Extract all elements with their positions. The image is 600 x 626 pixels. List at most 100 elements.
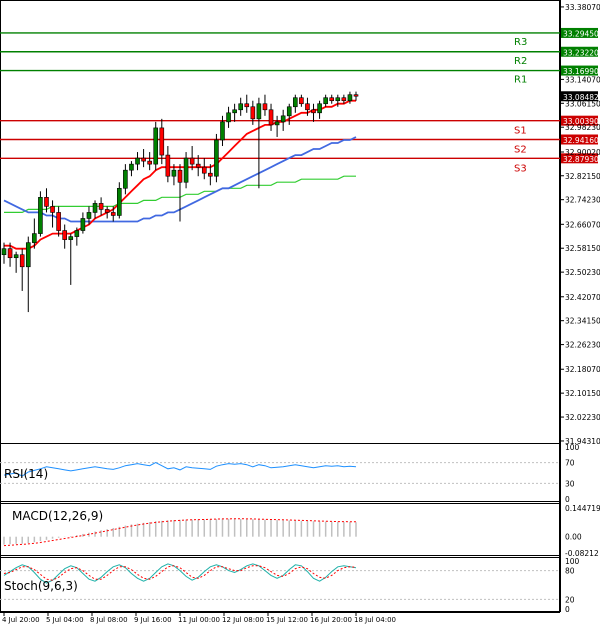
level-name-r3: R3 <box>514 37 527 48</box>
price-tick-label: 32.26230 <box>565 341 600 350</box>
candle <box>117 182 122 219</box>
candle-body <box>98 203 104 210</box>
macd-tick-label: 0.144719 <box>565 504 600 513</box>
candle-body <box>189 157 195 165</box>
candle <box>183 152 189 189</box>
level-value-r2: 33.23220 <box>563 48 599 57</box>
candles <box>1 91 359 313</box>
candle <box>177 164 183 222</box>
candle-body <box>104 209 110 213</box>
candle <box>353 91 359 101</box>
candle-body <box>147 160 152 165</box>
candle-body <box>25 242 31 268</box>
candle-body <box>280 115 286 123</box>
candle <box>62 224 67 249</box>
candle-body <box>201 166 207 174</box>
candle-body <box>335 97 341 102</box>
stoch-tick-label: 20 <box>565 595 575 604</box>
candle-body <box>50 206 55 213</box>
level-value-s3: 32.87930 <box>563 155 599 164</box>
candle <box>299 94 304 107</box>
candle <box>232 103 237 122</box>
price-tick-label: 32.82150 <box>565 172 600 181</box>
candle <box>13 251 19 273</box>
candle <box>274 115 280 137</box>
candle <box>171 164 177 186</box>
time-tick-label: 12 Jul 08:00 <box>222 616 264 624</box>
candle-body <box>38 197 43 234</box>
price-tick-label: 32.18070 <box>565 365 600 374</box>
candle <box>104 206 110 219</box>
level-tag-r1 <box>561 65 598 76</box>
price-tick-label: 32.58150 <box>565 244 600 253</box>
candle <box>110 206 116 222</box>
candle-body <box>1 248 7 256</box>
candle <box>286 103 292 125</box>
candle <box>50 200 55 228</box>
candle <box>98 197 104 216</box>
level-tag-s2 <box>561 134 598 145</box>
candle-body <box>250 106 256 120</box>
candle-body <box>286 106 292 117</box>
pivot-levels: R3 33.29450 R2 33.23220 R1 33.16990 S1 33.00390… <box>0 27 599 174</box>
time-tick-label: 8 Jul 08:00 <box>90 616 128 624</box>
level-value-s2: 32.94160 <box>563 136 599 145</box>
candle <box>68 233 74 285</box>
candle-body <box>177 169 183 183</box>
candle <box>195 155 201 177</box>
candle-body <box>123 169 128 189</box>
candle <box>129 161 134 177</box>
price-axis: 33.38070 33.14070 33.06150 32.98230 32.90020… <box>560 3 600 446</box>
level-tag-r2 <box>561 46 598 57</box>
rsi-pane: 100 70 30 0 <box>0 443 580 504</box>
macd-tick-label: -0.08212 <box>565 549 599 558</box>
candle-body <box>323 97 328 105</box>
candle <box>32 218 37 249</box>
stoch-tick-label: 100 <box>565 557 580 566</box>
price-tick-label: 32.98230 <box>565 123 600 132</box>
stoch-tick-label: 80 <box>565 567 575 576</box>
candle <box>305 97 310 116</box>
candle <box>86 206 92 225</box>
rsi-tick-label: 30 <box>565 479 575 488</box>
candle <box>165 146 171 183</box>
level-value-s1: 33.00390 <box>563 117 599 126</box>
candle-body <box>7 248 13 259</box>
price-tick-label: 32.66070 <box>565 220 600 229</box>
time-tick-label: 16 Jul 20:00 <box>310 616 352 624</box>
candle <box>347 91 353 104</box>
candle-body <box>68 236 74 240</box>
candle-body <box>62 230 67 240</box>
candle-body <box>347 94 353 102</box>
time-tick-label: 4 Jul 20:00 <box>2 616 40 624</box>
candle <box>220 115 225 147</box>
candle-body <box>256 103 262 120</box>
candle <box>7 242 13 267</box>
level-value-r1: 33.16990 <box>563 67 599 76</box>
candle-body <box>299 97 304 105</box>
candle-body <box>329 97 335 102</box>
candle-body <box>262 103 268 111</box>
candle-body <box>44 197 49 207</box>
candle-body <box>135 157 140 165</box>
price-tick-label: 31.94310 <box>565 437 600 446</box>
candle <box>293 94 298 113</box>
level-name-s3: S3 <box>514 163 527 174</box>
candle <box>92 200 98 219</box>
candle <box>262 94 268 116</box>
price-tick-label: 33.38070 <box>565 3 600 12</box>
candle-body <box>74 230 80 237</box>
candle-body <box>171 169 177 177</box>
candle <box>141 149 146 168</box>
candle <box>147 152 152 171</box>
stoch-main-line <box>3 563 357 584</box>
price-tick-label: 32.42070 <box>565 293 600 302</box>
candle <box>238 97 243 116</box>
stoch-signal-line <box>3 565 357 581</box>
time-tick-label: 5 Jul 04:00 <box>46 616 84 624</box>
candle-body <box>226 112 231 123</box>
candle <box>335 94 341 107</box>
time-tick-label: 9 Jul 16:00 <box>134 616 172 624</box>
